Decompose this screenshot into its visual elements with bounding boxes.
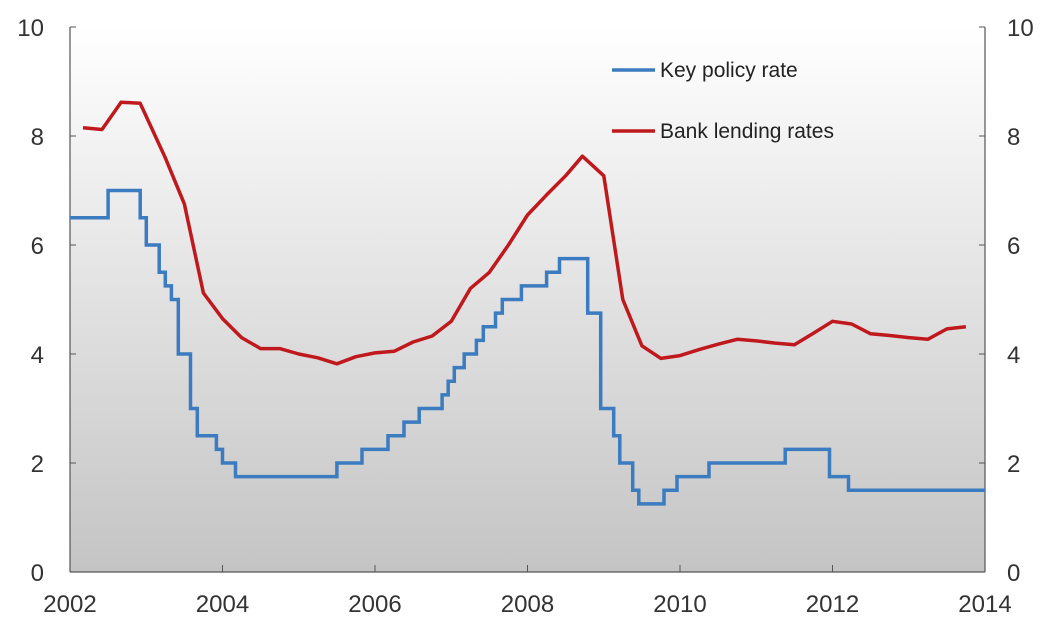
x-tick-label: 2004 — [196, 591, 249, 618]
y-tick-label-right: 8 — [1007, 124, 1020, 151]
x-tick-label: 2002 — [43, 591, 96, 618]
y-tick-label-right: 10 — [1007, 15, 1034, 42]
series-line-bank-lending-rates — [82, 100, 967, 366]
legend-label: Key policy rate — [660, 59, 798, 82]
y-tick-label-right: 6 — [1007, 233, 1020, 260]
y-tick-label-left: 2 — [31, 451, 44, 478]
x-tick-label: 2012 — [806, 591, 859, 618]
y-tick-label-left: 10 — [17, 15, 44, 42]
x-tick-label: 2006 — [348, 591, 401, 618]
series-layer — [70, 100, 985, 506]
legend-label: Bank lending rates — [660, 120, 834, 143]
y-tick-label-left: 4 — [31, 342, 44, 369]
legend: Key policy rate Bank lending rates — [612, 59, 834, 143]
x-tick-label: 2008 — [501, 591, 554, 618]
y-tick-label-right: 2 — [1007, 451, 1020, 478]
x-tick-label: 2010 — [653, 591, 706, 618]
plot-area — [70, 27, 985, 572]
y-tick-label-right: 0 — [1007, 560, 1020, 587]
y-tick-label-right: 4 — [1007, 342, 1020, 369]
series-line-key-policy-rate — [70, 188, 985, 506]
y-tick-label-left: 0 — [31, 560, 44, 587]
x-tick-label: 2014 — [958, 591, 1011, 618]
y-tick-label-left: 6 — [31, 233, 44, 260]
axes: 0 0 2 2 4 4 6 6 8 8 10 10 2002 2004 2006 2008 2010 2012 20… — [17, 15, 1033, 618]
y-tick-label-left: 8 — [31, 124, 44, 151]
